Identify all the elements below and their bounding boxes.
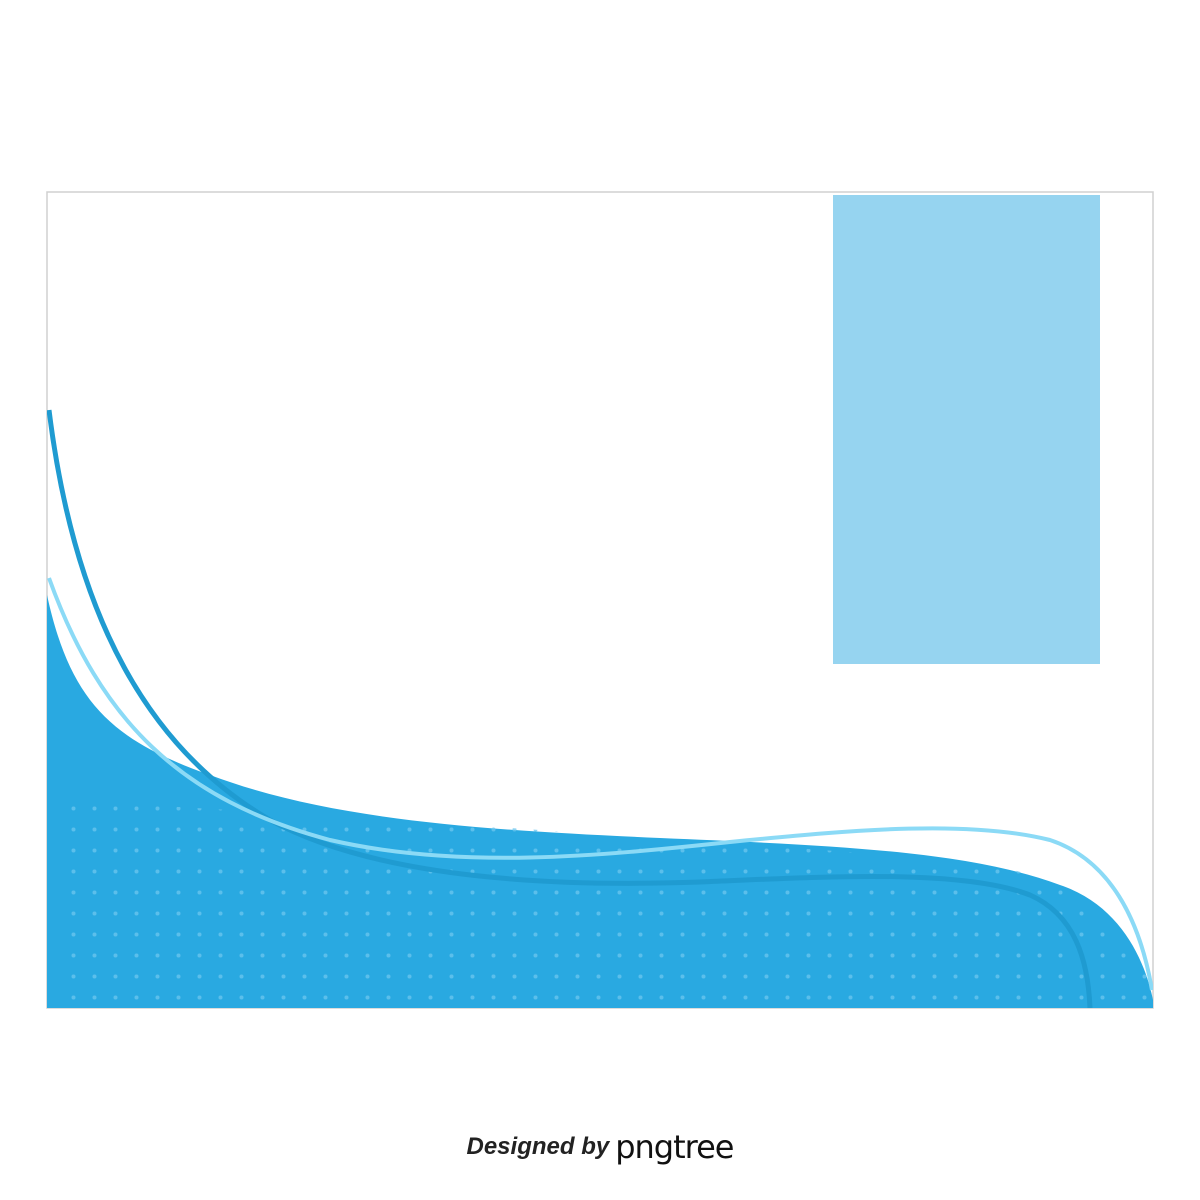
- designer-credit: Designed by pngtree: [0, 1128, 1200, 1166]
- dark-curve-line: [47, 409, 1093, 1008]
- light-curve-line: [47, 577, 1153, 991]
- pngtree-logo: pngtree: [615, 1128, 734, 1166]
- credit-prefix-text: Designed by: [466, 1133, 610, 1160]
- wave-dot-texture: [55, 800, 1153, 1008]
- photo-placeholder-panel: [833, 195, 1100, 664]
